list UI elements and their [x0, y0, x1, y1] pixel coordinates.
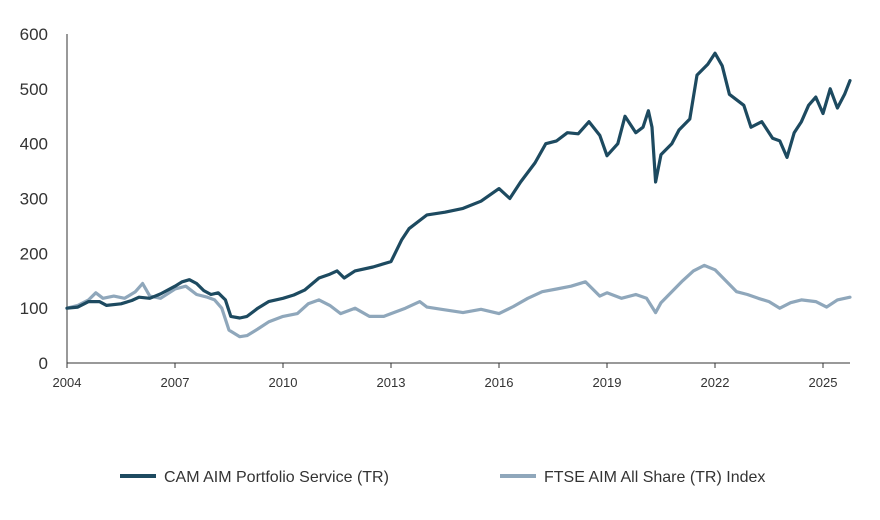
series-line-cam: [65, 51, 852, 320]
y-tick-label: 200: [20, 244, 48, 263]
x-axis-ticks: 2004 2007 2010 2013 2016 2019 2022 2025: [53, 363, 838, 390]
series-line-ftse: [65, 263, 852, 339]
x-tick-label: 2007: [161, 375, 190, 390]
legend-label-ftse: FTSE AIM All Share (TR) Index: [544, 469, 765, 486]
x-tick-label: 2025: [809, 375, 838, 390]
y-tick-label: 0: [39, 354, 48, 373]
x-tick-label: 2016: [485, 375, 514, 390]
y-tick-label: 300: [20, 190, 48, 209]
x-tick-label: 2010: [269, 375, 298, 390]
x-tick-label: 2022: [701, 375, 730, 390]
plot-area: 0 100 200 300 400 500 600 2004 2007 2010 2013 2016…: [20, 25, 852, 390]
y-tick-label: 100: [20, 299, 48, 318]
legend: CAM AIM Portfolio Service (TR) FTSE AIM …: [120, 469, 765, 486]
legend-label-cam: CAM AIM Portfolio Service (TR): [164, 469, 389, 486]
x-tick-label: 2013: [377, 375, 406, 390]
y-tick-label: 400: [20, 135, 48, 154]
legend-item-ftse: FTSE AIM All Share (TR) Index: [500, 469, 765, 486]
legend-item-cam: CAM AIM Portfolio Service (TR): [120, 469, 389, 486]
y-axis-ticks: 0 100 200 300 400 500 600: [20, 25, 48, 373]
y-tick-label: 600: [20, 25, 48, 44]
y-tick-label: 500: [20, 80, 48, 99]
x-tick-label: 2004: [53, 375, 82, 390]
x-tick-label: 2019: [593, 375, 622, 390]
series-lines: [65, 51, 852, 339]
